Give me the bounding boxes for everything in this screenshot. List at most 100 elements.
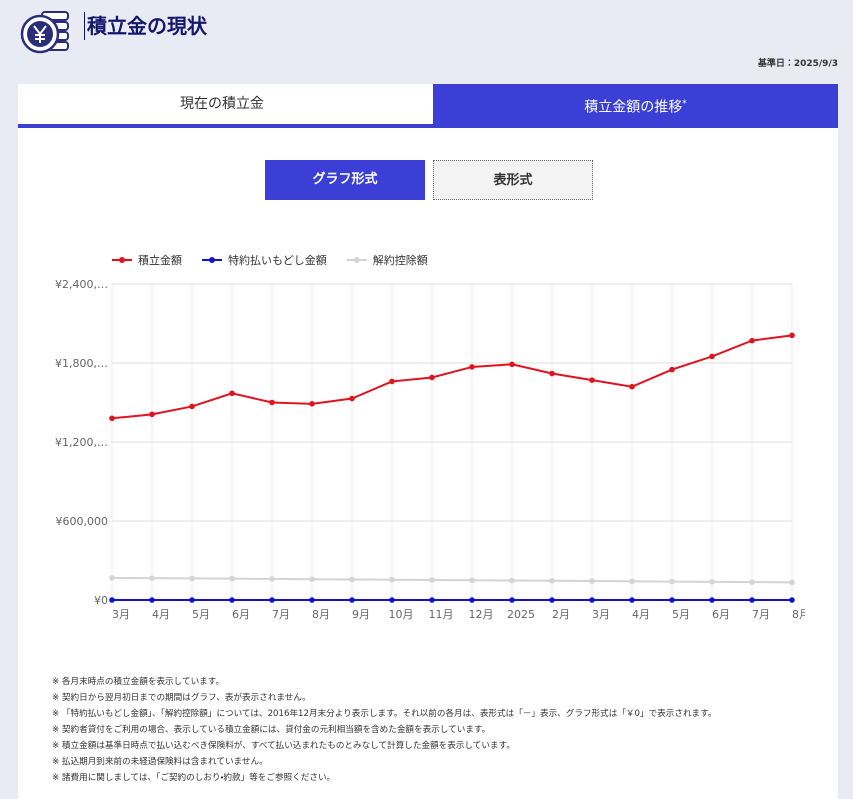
data-point: [349, 597, 355, 603]
x-tick-label: 7月: [272, 608, 290, 621]
data-point: [149, 597, 155, 603]
x-tick-label: 11月: [429, 608, 454, 621]
legend-dot: [209, 257, 215, 263]
data-point: [709, 579, 715, 585]
note: ※ 各月末時点の積立金額を表示しています。: [52, 677, 225, 687]
data-point: [309, 597, 315, 603]
data-point: [509, 361, 515, 368]
tab-label: 積立金額の推移: [584, 99, 683, 116]
y-tick-label: ¥1,800,…: [55, 357, 108, 370]
x-tick-label: 4月: [152, 608, 170, 621]
x-tick-label: 5月: [672, 608, 690, 621]
data-point: [229, 390, 235, 397]
y-tick-label: ¥1,200,…: [55, 436, 108, 449]
note: ※ 払込期月到来前の未経過保険料は含まれていません。: [52, 757, 268, 767]
data-point: [749, 597, 755, 603]
y-tick-label: ¥600,000: [56, 515, 109, 528]
data-point: [709, 597, 715, 603]
series-line: [111, 576, 793, 584]
legend-label: 積立金額: [138, 253, 182, 267]
tab-active[interactable]: 積立金額の推移*: [433, 84, 838, 124]
graph-button[interactable]: グラフ形式: [265, 160, 425, 200]
data-point: [149, 575, 155, 581]
x-tick-label: 4月: [632, 608, 650, 621]
legend-dot: [119, 257, 125, 263]
data-point: [229, 575, 235, 582]
data-point: [269, 576, 275, 582]
data-point: [589, 377, 595, 383]
data-point: [509, 577, 515, 584]
data-point: [389, 597, 395, 603]
x-tick-label: 2月: [552, 608, 570, 621]
data-point: [669, 578, 675, 585]
tab-bar: [18, 124, 838, 128]
data-point: [149, 411, 155, 418]
data-point: [549, 370, 555, 377]
data-point: [429, 577, 435, 583]
note: ※ 「特約払いもどし金額」、「解約控除額」については、2016年12月末分より表…: [52, 709, 717, 719]
data-point: [269, 597, 275, 603]
x-tick-label: 7月: [752, 608, 770, 621]
chart: ¥0 ¥600,000 ¥1,200,… ¥1,800,… ¥2,400,… 3月 4月 5月…: [55, 253, 805, 621]
data-point: [589, 597, 595, 603]
x-tick-label: 5月: [192, 608, 210, 621]
data-point: [709, 353, 715, 360]
x-tick-label: 2025: [507, 608, 535, 621]
data-point: [469, 577, 475, 584]
data-point: [349, 395, 355, 402]
header-icon: [20, 11, 69, 54]
notes: ※ 各月末時点の積立金額を表示しています。 ※ 契約日から翌月初日までの期間はグラ…: [52, 674, 716, 786]
note: ※ 契約日から翌月初日までの期間はグラフ、表が表示されません。: [52, 693, 311, 703]
x-tick-label: 9月: [352, 608, 370, 621]
data-point: [749, 579, 755, 585]
legend-label: 解約控除額: [373, 253, 428, 267]
data-point: [389, 576, 395, 583]
legend-dot: [353, 257, 360, 263]
data-point: [789, 332, 795, 339]
data-point: [469, 597, 475, 603]
note: ※ 諸費用に関しましては、「ご契約のしおり・約款」等をご参照ください。: [52, 773, 336, 783]
note: ※ 契約者貸付をご利用の場合、表示している積立金額には、貸付金の元利相当額を含め…: [52, 725, 491, 735]
as-of-date: 基準日：2025/9/3: [757, 59, 838, 69]
data-point: [189, 403, 195, 410]
data-point: [749, 337, 755, 344]
data-point: [309, 401, 315, 407]
data-point: [629, 597, 635, 603]
data-point: [429, 597, 435, 603]
data-point: [509, 597, 515, 603]
data-point: [549, 577, 555, 584]
tab-label: 現在の積立金: [180, 96, 264, 112]
tab[interactable]: 現在の積立金: [18, 84, 426, 124]
data-point: [789, 597, 795, 603]
data-point: [389, 378, 395, 385]
x-tick-label: 6月: [232, 608, 250, 621]
data-point: [629, 578, 635, 585]
data-point: [549, 597, 555, 603]
data-point: [669, 597, 675, 603]
data-point: [469, 364, 475, 370]
x-tick-label: 12月: [469, 608, 494, 621]
data-point: [189, 575, 195, 582]
tab-sup: *: [682, 99, 687, 109]
page-title: 積立金の現状: [84, 12, 207, 40]
x-tick-label: 6月: [712, 608, 730, 621]
x-tick-label: 3月: [112, 608, 130, 621]
data-point: [189, 597, 195, 603]
x-tick-label: 8月: [792, 608, 805, 621]
table-button[interactable]: 表形式: [433, 160, 593, 200]
x-tick-label: 8月: [312, 608, 330, 621]
data-point: [589, 578, 595, 584]
data-point: [109, 597, 115, 603]
data-point: [789, 579, 795, 586]
legend-label: 特約払いもどし金額: [228, 253, 327, 267]
y-tick-label: ¥2,400,…: [55, 278, 108, 291]
data-point: [349, 576, 355, 583]
data-point: [429, 374, 435, 381]
series-line: [111, 334, 793, 420]
data-point: [309, 576, 315, 582]
data-point: [269, 399, 275, 406]
x-tick-label: 3月: [592, 608, 610, 621]
data-point: [109, 575, 115, 581]
x-tick-label: 10月: [389, 608, 414, 621]
